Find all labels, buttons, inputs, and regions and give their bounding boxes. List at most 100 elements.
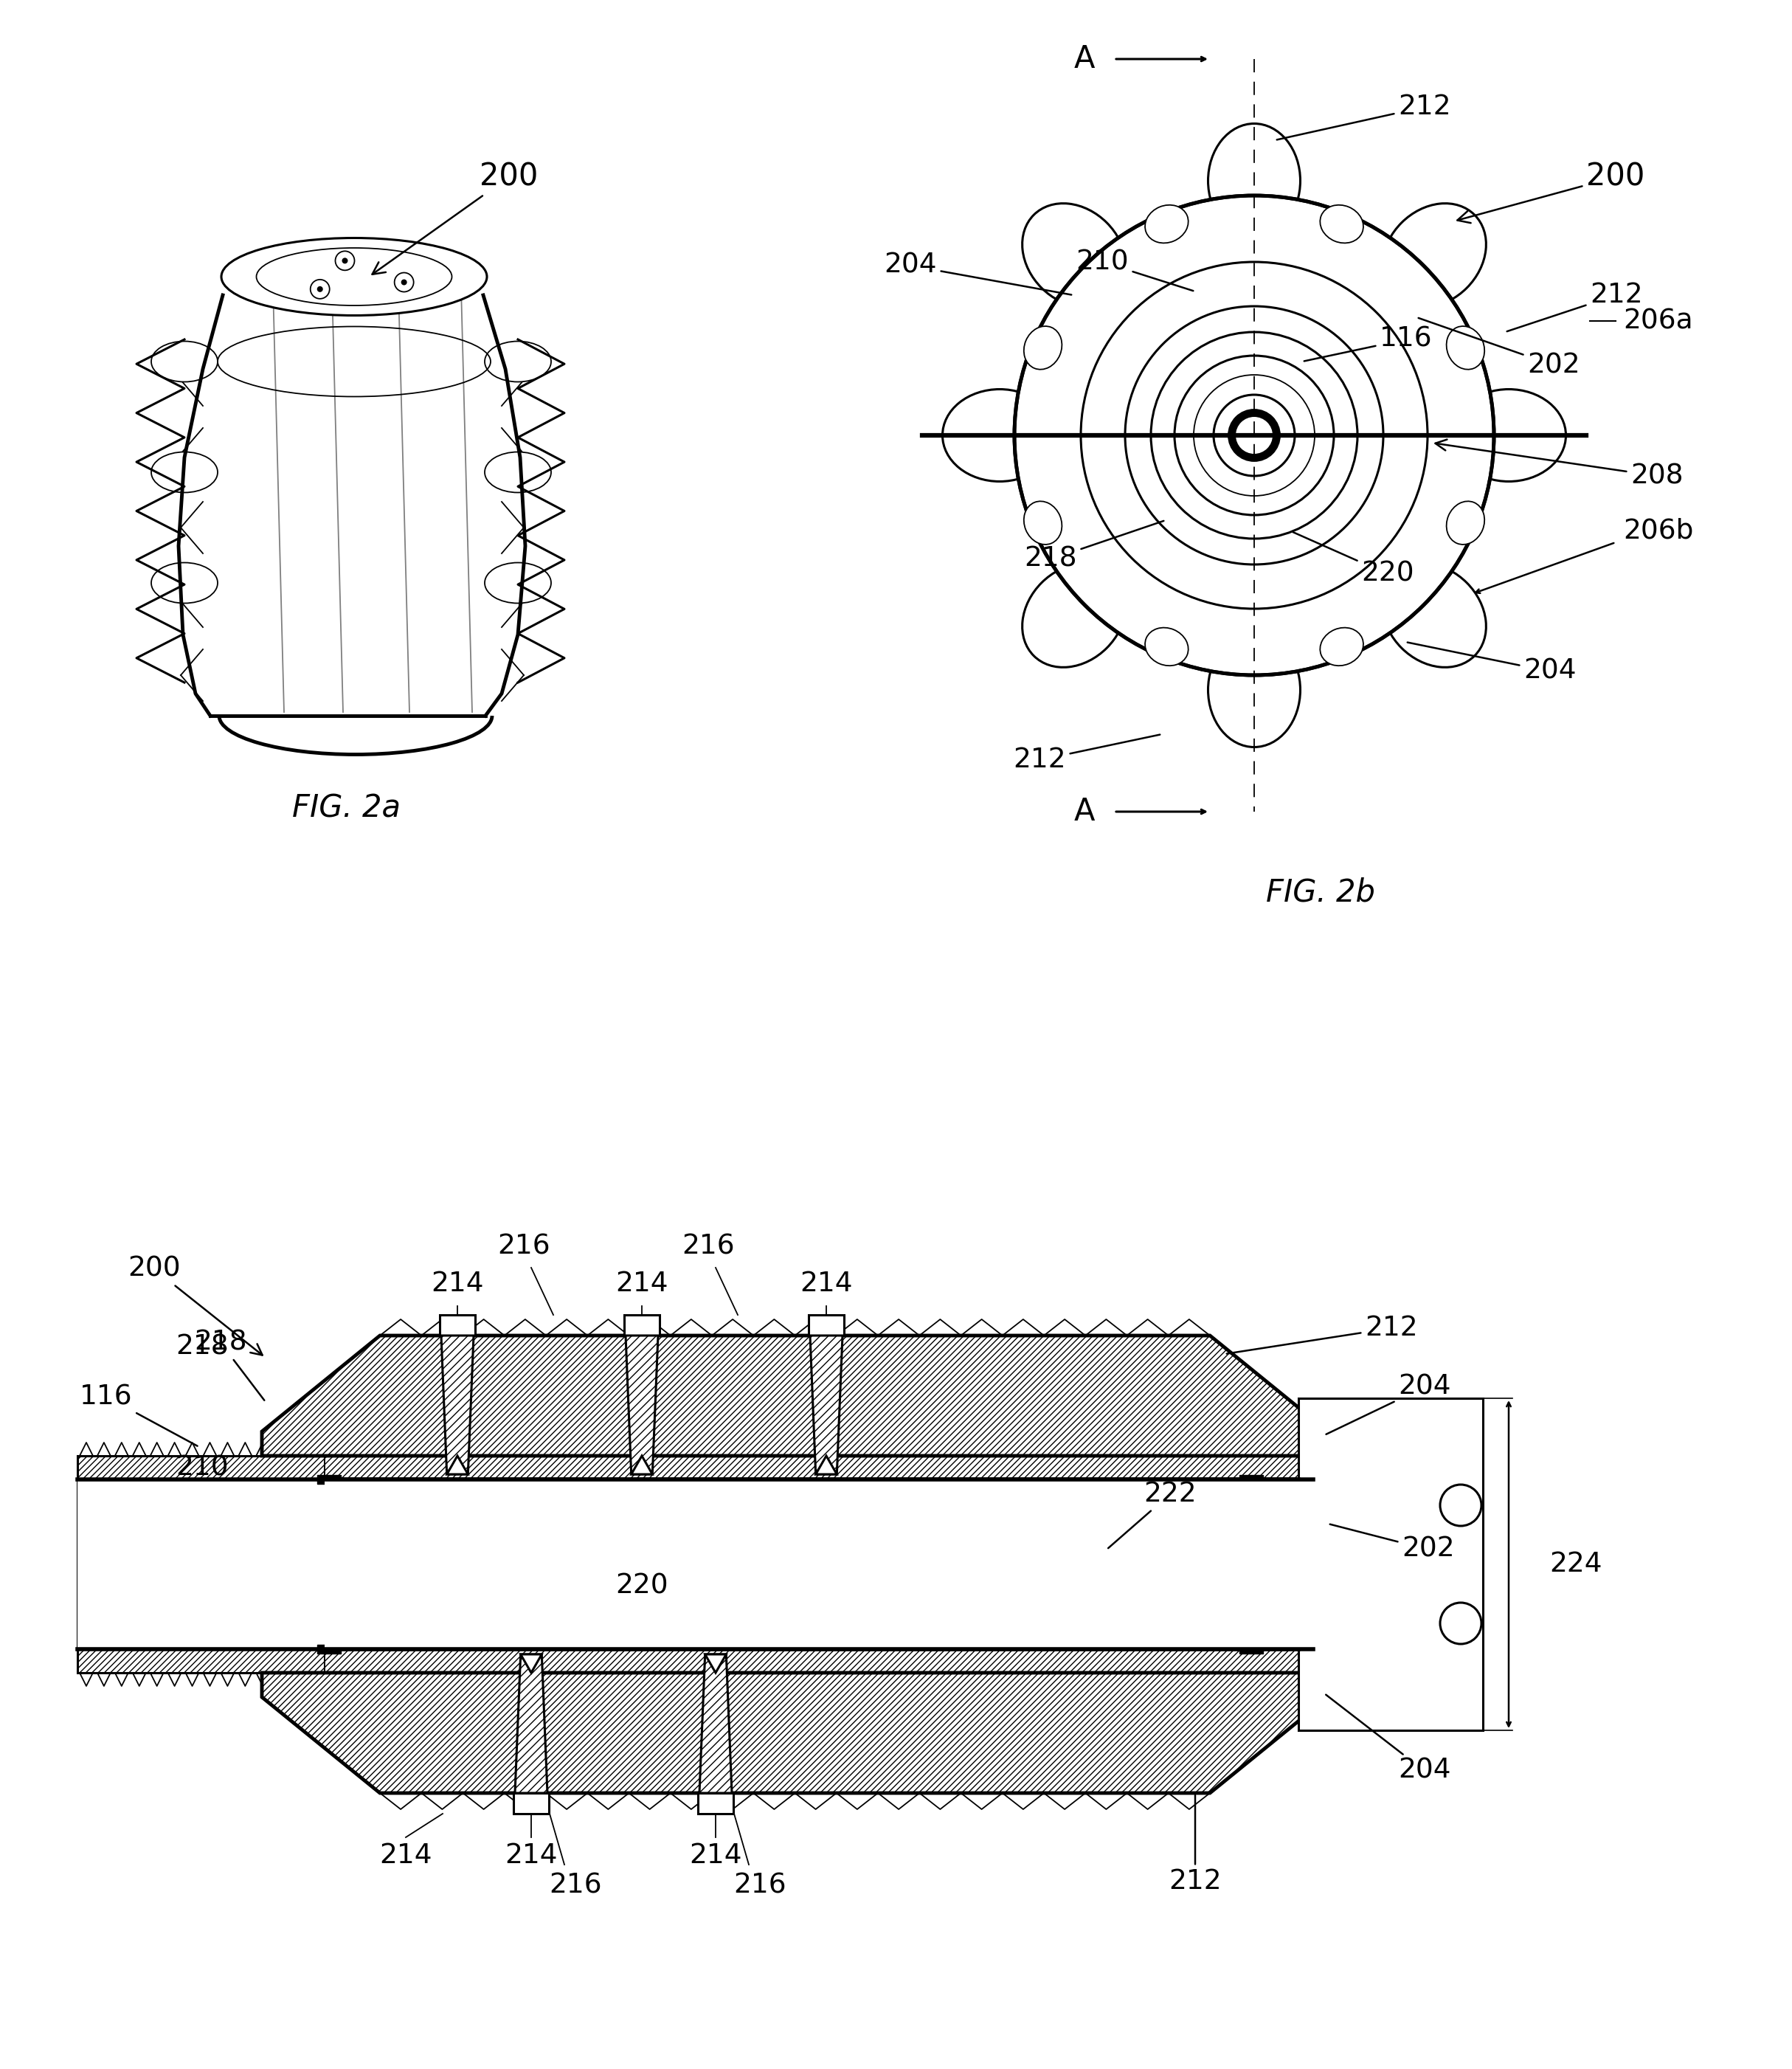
Ellipse shape: [1023, 327, 1063, 370]
Circle shape: [342, 259, 348, 263]
Text: 212: 212: [1168, 1796, 1222, 1895]
Circle shape: [317, 286, 323, 292]
Polygon shape: [446, 1457, 468, 1475]
Text: 218: 218: [1025, 521, 1163, 573]
Ellipse shape: [1321, 627, 1364, 666]
Ellipse shape: [1321, 205, 1364, 242]
Bar: [439, 1316, 475, 1337]
Text: 220: 220: [615, 1572, 668, 1599]
Ellipse shape: [1023, 501, 1063, 544]
Ellipse shape: [1021, 203, 1125, 308]
Circle shape: [1174, 356, 1333, 515]
Ellipse shape: [484, 451, 552, 492]
Text: FIG. 2b: FIG. 2b: [1265, 877, 1374, 908]
Bar: [317, 1475, 340, 1483]
Polygon shape: [704, 1655, 726, 1672]
Circle shape: [310, 279, 330, 298]
Polygon shape: [262, 1337, 1328, 1457]
Text: 116: 116: [81, 1384, 197, 1446]
Text: 212: 212: [1012, 734, 1159, 774]
Text: 116: 116: [1305, 327, 1432, 362]
Circle shape: [1236, 416, 1272, 453]
Text: 216: 216: [548, 1872, 602, 1899]
Circle shape: [335, 250, 355, 271]
Ellipse shape: [1145, 205, 1188, 242]
Bar: [324, 1457, 1314, 1479]
Text: 206b: 206b: [1624, 517, 1693, 544]
Ellipse shape: [1208, 633, 1301, 747]
Circle shape: [1213, 395, 1296, 476]
Polygon shape: [514, 1655, 547, 1794]
Text: A: A: [1073, 43, 1095, 74]
Ellipse shape: [1145, 627, 1188, 666]
Ellipse shape: [1021, 563, 1125, 668]
Bar: [808, 1316, 844, 1337]
Text: 224: 224: [1550, 1552, 1602, 1577]
Ellipse shape: [1382, 563, 1486, 668]
Text: 210: 210: [1075, 248, 1193, 292]
Text: 200: 200: [1457, 161, 1645, 223]
Text: 206a: 206a: [1624, 308, 1693, 335]
Circle shape: [1228, 410, 1279, 461]
Circle shape: [1441, 1486, 1482, 1527]
Text: 200: 200: [127, 1256, 262, 1355]
Bar: [697, 1794, 733, 1815]
Bar: [324, 1649, 1314, 1672]
Text: 210: 210: [176, 1455, 229, 1481]
Ellipse shape: [484, 563, 552, 604]
Bar: [1299, 1399, 1484, 1730]
Text: 220: 220: [1294, 532, 1414, 588]
Text: 216: 216: [733, 1872, 787, 1899]
Text: 204: 204: [1407, 641, 1577, 685]
Polygon shape: [262, 1672, 1328, 1794]
Text: 212: 212: [1278, 93, 1452, 141]
Ellipse shape: [1208, 124, 1301, 238]
Ellipse shape: [1446, 501, 1484, 544]
Circle shape: [401, 279, 407, 286]
Bar: [1240, 1475, 1263, 1483]
Text: 222: 222: [1107, 1481, 1197, 1548]
Text: 202: 202: [1330, 1525, 1455, 1562]
Text: 214: 214: [799, 1270, 853, 1297]
Text: 212: 212: [1228, 1316, 1417, 1353]
Text: 204: 204: [1326, 1374, 1452, 1434]
Text: 214: 214: [615, 1270, 668, 1297]
Ellipse shape: [1452, 389, 1566, 482]
Circle shape: [1125, 306, 1383, 565]
Ellipse shape: [1382, 203, 1486, 308]
Ellipse shape: [151, 341, 217, 383]
Polygon shape: [521, 1655, 541, 1672]
Circle shape: [1193, 374, 1315, 497]
Text: 216: 216: [681, 1233, 735, 1260]
Text: 214: 214: [432, 1270, 484, 1297]
Ellipse shape: [222, 238, 487, 314]
Text: 216: 216: [498, 1233, 550, 1260]
Ellipse shape: [151, 563, 217, 604]
Polygon shape: [631, 1457, 652, 1475]
Bar: [324, 1479, 1314, 1649]
Text: 204: 204: [1326, 1695, 1452, 1783]
Text: 204: 204: [883, 252, 1072, 294]
Bar: [1240, 1645, 1263, 1653]
Text: 208: 208: [1435, 439, 1683, 488]
Bar: [317, 1645, 340, 1653]
Ellipse shape: [151, 451, 217, 492]
Polygon shape: [699, 1655, 731, 1794]
Bar: [624, 1316, 659, 1337]
Polygon shape: [625, 1337, 658, 1475]
Text: 218: 218: [194, 1330, 265, 1401]
Ellipse shape: [484, 341, 552, 383]
Text: 214: 214: [690, 1843, 742, 1868]
Bar: [77, 1479, 1306, 1649]
Circle shape: [1441, 1603, 1482, 1645]
Text: 202: 202: [1419, 319, 1581, 379]
Text: 218: 218: [176, 1332, 229, 1359]
Ellipse shape: [1446, 327, 1484, 370]
Text: FIG. 2a: FIG. 2a: [292, 792, 401, 823]
Ellipse shape: [943, 389, 1057, 482]
Text: 212: 212: [1507, 281, 1643, 331]
Text: A: A: [1073, 797, 1095, 828]
Text: 214: 214: [505, 1843, 557, 1868]
Circle shape: [1081, 263, 1428, 608]
Polygon shape: [810, 1337, 842, 1475]
